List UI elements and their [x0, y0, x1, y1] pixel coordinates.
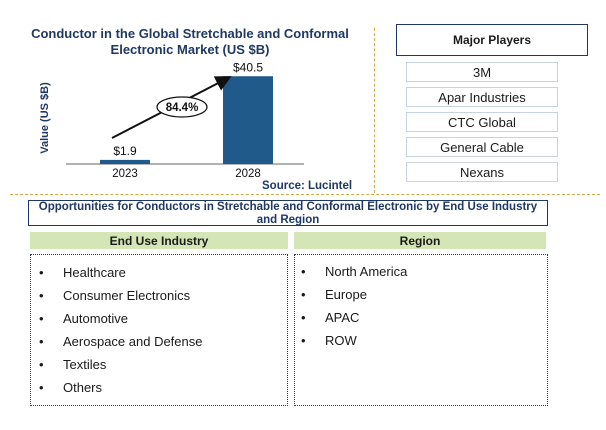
player-3m: 3M: [406, 62, 558, 82]
list-item: • Textiles: [39, 357, 107, 372]
list-item: • Aerospace and Defense: [39, 334, 203, 349]
region-list-box: • North America • Europe • APAC • ROW: [294, 254, 548, 406]
opportunities-title: Opportunities for Conductors in Stretcha…: [28, 200, 548, 226]
bar-chart: Value (US $B) $1.9 2023 $40.5 2028 84.4%: [39, 60, 304, 180]
bullet-icon: •: [39, 334, 44, 349]
end-use-industry-heading: End Use Industry: [30, 232, 288, 249]
bullet-icon: •: [301, 287, 306, 302]
bar-2028: [223, 76, 273, 164]
list-item: • APAC: [301, 310, 360, 325]
bullet-icon: •: [301, 264, 306, 279]
player-apar-industries: Apar Industries: [406, 87, 558, 107]
region-heading: Region: [294, 232, 546, 249]
list-item-label: Others: [63, 380, 103, 395]
list-item-label: Consumer Electronics: [63, 288, 191, 303]
bullet-icon: •: [39, 357, 44, 372]
bullet-icon: •: [39, 288, 44, 303]
list-item: • ROW: [301, 333, 357, 348]
player-general-cable: General Cable: [406, 137, 558, 157]
player-nexans: Nexans: [406, 162, 558, 182]
source-note: Source: Lucintel: [262, 180, 353, 192]
y-axis-label: Value (US $B): [39, 82, 51, 154]
player-ctc-global: CTC Global: [406, 112, 558, 132]
list-item: • Healthcare: [39, 265, 126, 280]
list-item-label: ROW: [325, 333, 357, 348]
x-tick-label-2023: 2023: [112, 168, 138, 180]
bullet-icon: •: [39, 380, 44, 395]
bar-2023: [100, 159, 150, 164]
bullet-icon: •: [39, 265, 44, 280]
chart-title: Conductor in the Global Stretchable and …: [31, 26, 349, 57]
list-item-label: North America: [325, 264, 408, 279]
list-item-label: Automotive: [63, 311, 129, 326]
end-use-list-box: • Healthcare • Consumer Electronics • Autom…: [30, 254, 288, 406]
data-label-2023: $1.9: [113, 144, 137, 158]
horizontal-divider: [10, 194, 600, 195]
list-item-label: Textiles: [63, 357, 107, 372]
list-item: • Europe: [301, 287, 367, 302]
growth-rate-ellipse: [156, 96, 208, 118]
bullet-icon: •: [301, 310, 306, 325]
major-players-title: Major Players: [396, 24, 588, 56]
list-item-label: Healthcare: [63, 265, 126, 280]
bullet-icon: •: [39, 311, 44, 326]
bullet-icon: •: [301, 333, 306, 348]
list-item-label: Europe: [325, 287, 367, 302]
growth-rate-label: 84.4%: [166, 102, 199, 114]
list-item: • Others: [39, 380, 103, 395]
list-item: • Consumer Electronics: [39, 288, 191, 303]
list-item: • Automotive: [39, 311, 129, 326]
data-label-2028: $40.5: [233, 60, 263, 74]
list-item-label: Aerospace and Defense: [63, 334, 203, 349]
list-item-label: APAC: [325, 310, 360, 325]
list-item: • North America: [301, 264, 408, 279]
x-tick-label-2028: 2028: [235, 168, 261, 180]
vertical-divider: [374, 28, 375, 193]
